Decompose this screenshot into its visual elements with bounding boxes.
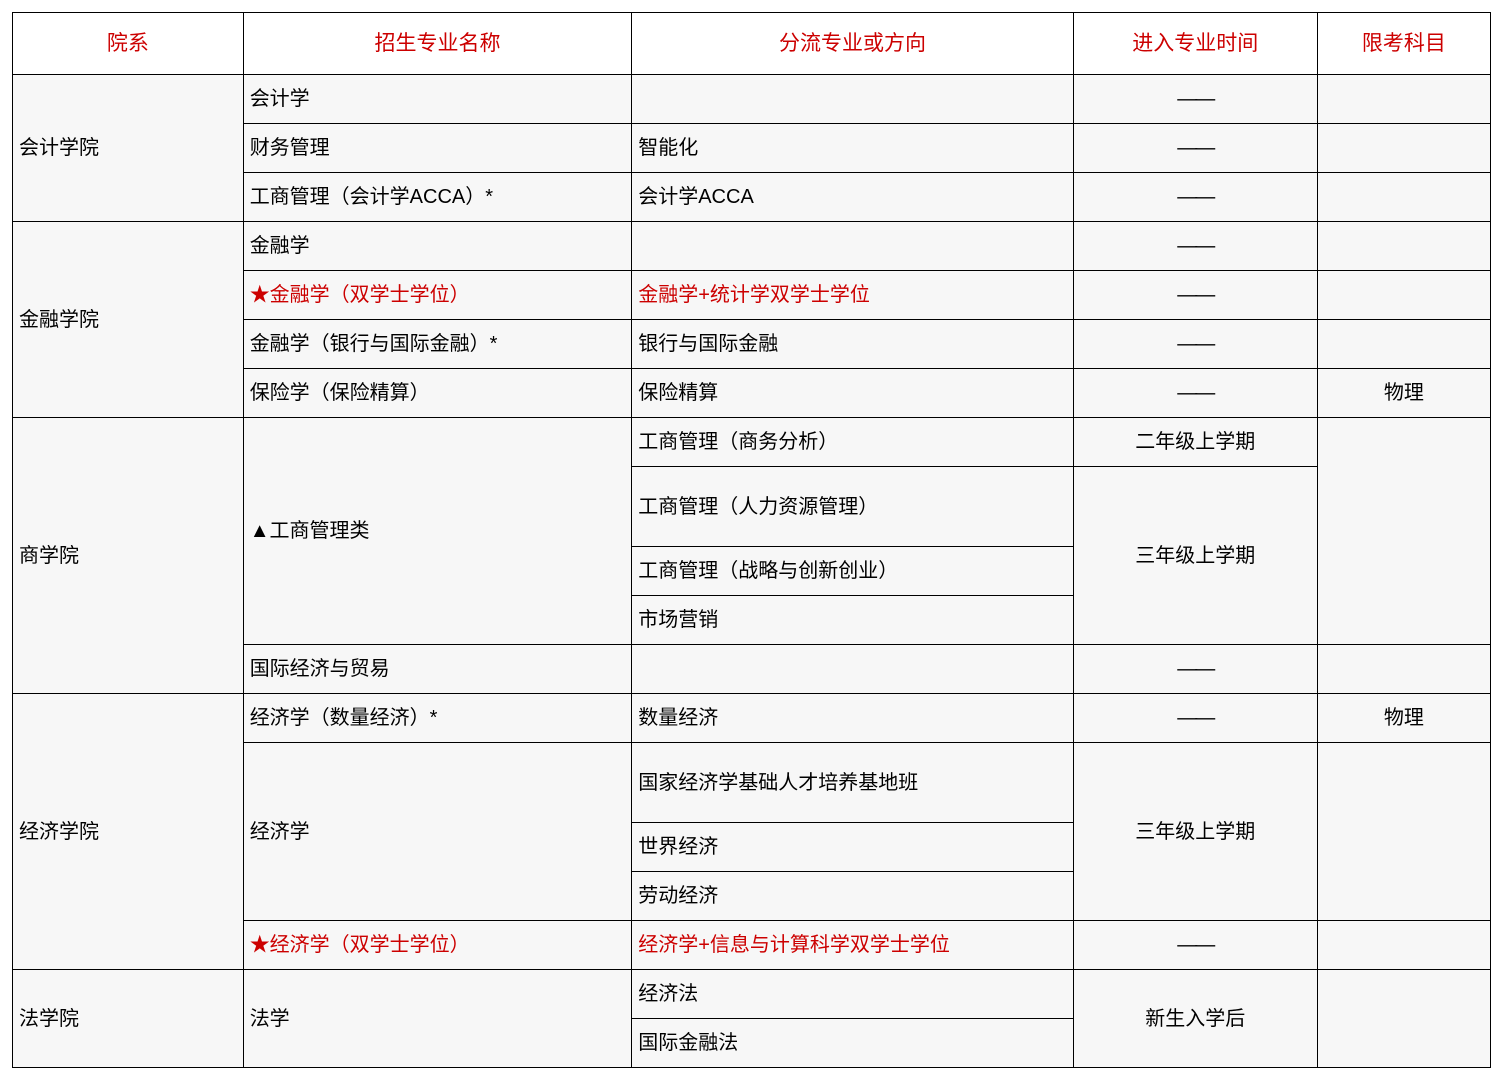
col-department: 院系: [13, 13, 244, 75]
col-entry-time: 进入专业时间: [1073, 13, 1317, 75]
direction-cell: 国家经济学基础人才培养基地班: [632, 743, 1074, 823]
direction-cell: 市场营销: [632, 596, 1074, 645]
table-header-row: 院系 招生专业名称 分流专业或方向 进入专业时间 限考科目: [13, 13, 1491, 75]
major-cell: 经济学（数量经济）*: [243, 694, 632, 743]
major-cell: 金融学: [243, 222, 632, 271]
major-cell: 财务管理: [243, 124, 632, 173]
dept-cell: 金融学院: [13, 222, 244, 418]
direction-cell: 智能化: [632, 124, 1074, 173]
time-cell: ——: [1073, 222, 1317, 271]
time-cell: 三年级上学期: [1073, 467, 1317, 645]
direction-cell: [632, 75, 1074, 124]
table-row: 会计学院 会计学 ——: [13, 75, 1491, 124]
direction-cell: 保险精算: [632, 369, 1074, 418]
time-cell: ——: [1073, 173, 1317, 222]
direction-cell: [632, 645, 1074, 694]
time-cell: 三年级上学期: [1073, 743, 1317, 921]
time-cell: ——: [1073, 369, 1317, 418]
col-subject-limit: 限考科目: [1317, 13, 1490, 75]
major-cell: 法学: [243, 970, 632, 1068]
major-cell: 金融学（银行与国际金融）*: [243, 320, 632, 369]
table-row: 经济学院 经济学（数量经济）* 数量经济 —— 物理: [13, 694, 1491, 743]
major-cell: 工商管理（会计学ACCA）*: [243, 173, 632, 222]
limit-cell: [1317, 222, 1490, 271]
time-cell: 新生入学后: [1073, 970, 1317, 1068]
direction-cell: 劳动经济: [632, 872, 1074, 921]
limit-cell: [1317, 418, 1490, 645]
table-row: 法学院 法学 经济法 新生入学后: [13, 970, 1491, 1019]
direction-cell: 会计学ACCA: [632, 173, 1074, 222]
dept-cell: 会计学院: [13, 75, 244, 222]
table-row: 金融学院 金融学 ——: [13, 222, 1491, 271]
major-cell: 国际经济与贸易: [243, 645, 632, 694]
direction-cell: 工商管理（战略与创新创业）: [632, 547, 1074, 596]
direction-cell: 数量经济: [632, 694, 1074, 743]
limit-cell: 物理: [1317, 369, 1490, 418]
major-cell: ★金融学（双学士学位）: [243, 271, 632, 320]
major-cell: 保险学（保险精算）: [243, 369, 632, 418]
direction-cell: 经济法: [632, 970, 1074, 1019]
direction-cell: 工商管理（商务分析）: [632, 418, 1074, 467]
major-cell: 会计学: [243, 75, 632, 124]
limit-cell: 物理: [1317, 694, 1490, 743]
limit-cell: [1317, 320, 1490, 369]
limit-cell: [1317, 173, 1490, 222]
limit-cell: [1317, 921, 1490, 970]
major-cell: 经济学: [243, 743, 632, 921]
time-cell: ——: [1073, 271, 1317, 320]
dept-cell: 经济学院: [13, 694, 244, 970]
time-cell: 二年级上学期: [1073, 418, 1317, 467]
limit-cell: [1317, 75, 1490, 124]
direction-cell: 金融学+统计学双学士学位: [632, 271, 1074, 320]
time-cell: ——: [1073, 75, 1317, 124]
limit-cell: [1317, 743, 1490, 921]
time-cell: ——: [1073, 694, 1317, 743]
table-row: 商学院 ▲工商管理类 工商管理（商务分析） 二年级上学期: [13, 418, 1491, 467]
dept-cell: 法学院: [13, 970, 244, 1068]
limit-cell: [1317, 645, 1490, 694]
time-cell: ——: [1073, 124, 1317, 173]
direction-cell: 世界经济: [632, 823, 1074, 872]
major-cell: ▲工商管理类: [243, 418, 632, 645]
limit-cell: [1317, 970, 1490, 1068]
direction-cell: 国际金融法: [632, 1019, 1074, 1068]
majors-table: 院系 招生专业名称 分流专业或方向 进入专业时间 限考科目 会计学院 会计学 —…: [12, 12, 1491, 1068]
time-cell: ——: [1073, 645, 1317, 694]
major-cell: ★经济学（双学士学位）: [243, 921, 632, 970]
direction-cell: 经济学+信息与计算科学双学士学位: [632, 921, 1074, 970]
direction-cell: 银行与国际金融: [632, 320, 1074, 369]
limit-cell: [1317, 271, 1490, 320]
col-direction: 分流专业或方向: [632, 13, 1074, 75]
limit-cell: [1317, 124, 1490, 173]
col-major: 招生专业名称: [243, 13, 632, 75]
time-cell: ——: [1073, 921, 1317, 970]
dept-cell: 商学院: [13, 418, 244, 694]
time-cell: ——: [1073, 320, 1317, 369]
direction-cell: 工商管理（人力资源管理）: [632, 467, 1074, 547]
direction-cell: [632, 222, 1074, 271]
